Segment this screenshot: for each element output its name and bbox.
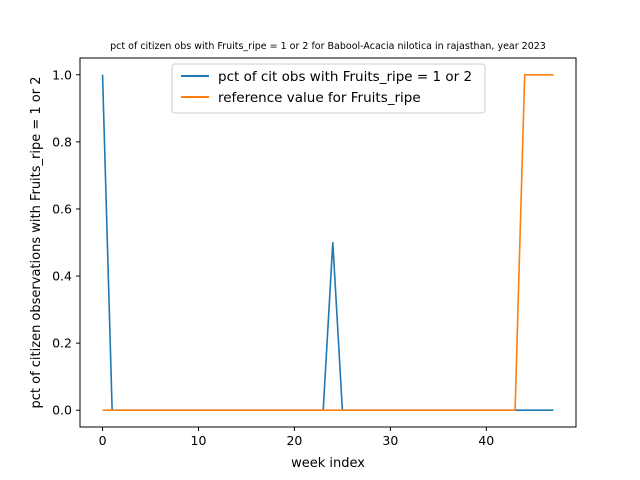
series-line-2 — [102, 73, 554, 412]
y-axis-label: pct of citizen observations with Fruits_… — [29, 76, 44, 408]
x-tick-label: 0 — [99, 433, 107, 448]
legend-label-series-2: reference value for Fruits_ripe — [218, 90, 421, 106]
plot-area-frame — [79, 57, 577, 428]
x-tick-label: 40 — [478, 433, 494, 448]
series-layer — [101, 73, 554, 412]
x-tick-label: 20 — [286, 433, 302, 448]
x-axis-label: week index — [291, 456, 365, 471]
legend: pct of cit obs with Fruits_ripe = 1 or 2… — [171, 63, 486, 114]
y-tick-label: 0.2 — [52, 336, 72, 351]
y-tick-label: 1.0 — [52, 67, 72, 82]
x-tick-label: 30 — [382, 433, 398, 448]
y-tick-label: 0.4 — [52, 269, 72, 284]
legend-label-series-1: pct of cit obs with Fruits_ripe = 1 or 2 — [218, 69, 472, 85]
y-tick-label: 0.0 — [52, 403, 72, 418]
legend-box — [171, 63, 486, 114]
y-tick-label: 0.6 — [52, 201, 72, 216]
x-axis-ticks: 0 10 20 30 40 — [99, 427, 494, 448]
y-axis-ticks: 0.0 0.2 0.4 0.6 0.8 1.0 — [52, 67, 80, 418]
chart-title: pct of citizen obs with Fruits_ripe = 1 … — [110, 41, 546, 52]
x-tick-label: 10 — [191, 433, 207, 448]
y-tick-label: 0.8 — [52, 134, 72, 149]
